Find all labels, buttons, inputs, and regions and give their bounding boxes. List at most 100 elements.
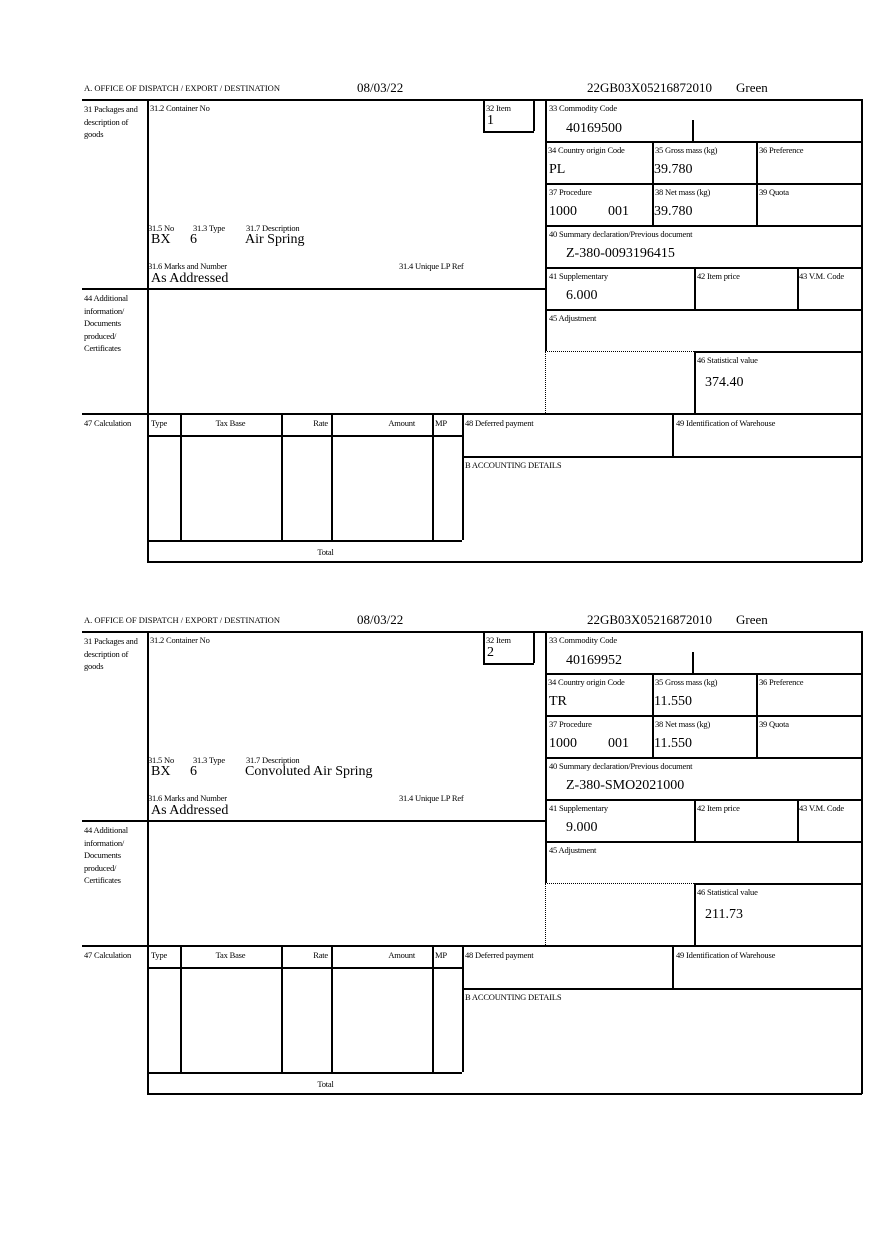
rule	[545, 673, 862, 675]
accounting-label: B ACCOUNTING DETAILS	[465, 992, 562, 1002]
box47-label: 47 Calculation	[84, 418, 132, 428]
procedure-label: 37 Procedure	[549, 187, 592, 197]
summary-label: 40 Summary declaration/Previous document	[549, 229, 693, 239]
route: Green	[736, 80, 768, 95]
rule	[545, 225, 862, 227]
rule	[545, 757, 862, 759]
supplementary-label: 41 Supplementary	[549, 271, 608, 281]
quota-label: 39 Quota	[759, 187, 789, 197]
item-number: 1	[487, 113, 494, 128]
pkg-type-value: 6	[190, 764, 197, 779]
rule	[331, 413, 333, 540]
container-label: 31.2 Container No	[150, 635, 210, 645]
col-type: Type	[151, 418, 168, 428]
rule	[82, 631, 862, 633]
rule	[672, 413, 674, 456]
rule	[533, 101, 535, 131]
item-block: A. OFFICE OF DISPATCH / EXPORT / DESTINA…	[0, 612, 882, 1112]
pkg-type-label: 31.3 Type	[193, 755, 225, 765]
supplementary-value: 6.000	[566, 288, 598, 303]
rule	[462, 413, 464, 540]
rule	[483, 663, 534, 665]
pkg-type-value: 6	[190, 232, 197, 247]
summary-doc-value: Z-380-0093196415	[566, 246, 675, 261]
vm-code-label: 43 V.M. Code	[799, 803, 844, 813]
unique-ref-label: 31.4 Unique LP Ref	[399, 793, 464, 803]
commodity-label: 33 Commodity Code	[549, 103, 617, 113]
item-number: 2	[487, 645, 494, 660]
preference-label: 36 Preference	[759, 145, 804, 155]
rule	[432, 945, 434, 1072]
rule	[694, 267, 696, 309]
rule	[545, 799, 862, 801]
rule	[694, 351, 862, 353]
description-value: Air Spring	[245, 232, 305, 247]
item-price-label: 42 Item price	[697, 803, 740, 813]
route: Green	[736, 612, 768, 627]
pkg-desc-label: 31.7 Description	[246, 223, 300, 233]
country-value: PL	[549, 162, 566, 177]
rule	[533, 633, 535, 663]
col-taxbase: Tax Base	[215, 950, 246, 960]
country-label: 34 Country origin Code	[548, 677, 625, 687]
deferred-label: 48 Deferred payment	[465, 418, 534, 428]
rule	[861, 631, 863, 1094]
gross-mass-value: 11.550	[654, 694, 692, 709]
rule	[797, 267, 799, 309]
gross-mass-value: 39.780	[654, 162, 693, 177]
pkg-no-value: BX	[151, 232, 171, 247]
commodity-code: 40169500	[566, 121, 622, 136]
pkg-type-label: 31.3 Type	[193, 223, 225, 233]
col-rate: Rate	[313, 950, 328, 960]
rule	[82, 820, 545, 822]
description-value: Convoluted Air Spring	[245, 764, 373, 779]
net-label: 38 Net mass (kg)	[655, 187, 711, 197]
dotted-rule	[545, 883, 694, 884]
rule	[545, 141, 862, 143]
rule	[672, 945, 674, 988]
rule	[756, 141, 758, 225]
rule	[545, 715, 862, 717]
rule	[180, 413, 182, 540]
box31-label: 31 Packages and description of goods	[84, 104, 138, 139]
statistical-value: 211.73	[705, 907, 743, 922]
rule	[694, 883, 862, 885]
rule	[147, 540, 462, 542]
rule	[483, 101, 485, 131]
adjustment-label: 45 Adjustment	[549, 313, 597, 323]
rule	[331, 945, 333, 1072]
warehouse-label: 49 Identification of Warehouse	[676, 418, 776, 428]
rule	[694, 799, 696, 841]
date: 08/03/22	[357, 612, 404, 627]
adjustment-label: 45 Adjustment	[549, 845, 597, 855]
marks-value: As Addressed	[151, 271, 229, 286]
marks-label: 31.6 Marks and Number	[148, 793, 227, 803]
rule	[147, 1093, 862, 1095]
container-label: 31.2 Container No	[150, 103, 210, 113]
rule	[180, 945, 182, 1072]
statistical-label: 46 Statistical value	[697, 355, 758, 365]
rule	[432, 413, 434, 540]
unique-ref-label: 31.4 Unique LP Ref	[399, 261, 464, 271]
item-price-label: 42 Item price	[697, 271, 740, 281]
date: 08/03/22	[357, 80, 404, 95]
dotted-rule	[545, 351, 694, 352]
rule	[483, 131, 534, 133]
procedure-add-value: 001	[608, 736, 629, 751]
pkg-desc-label: 31.7 Description	[246, 755, 300, 765]
rule	[82, 99, 862, 101]
rule	[692, 652, 694, 673]
rule	[652, 673, 654, 757]
preference-label: 36 Preference	[759, 677, 804, 687]
office-label: A. OFFICE OF DISPATCH / EXPORT / DESTINA…	[84, 83, 280, 93]
item-label: 32 Item	[486, 103, 511, 113]
warehouse-label: 49 Identification of Warehouse	[676, 950, 776, 960]
rule	[82, 288, 545, 290]
summary-label: 40 Summary declaration/Previous document	[549, 761, 693, 771]
net-label: 38 Net mass (kg)	[655, 719, 711, 729]
col-type: Type	[151, 950, 168, 960]
rule	[545, 183, 862, 185]
office-label: A. OFFICE OF DISPATCH / EXPORT / DESTINA…	[84, 615, 280, 625]
col-amount: Amount	[388, 950, 415, 960]
